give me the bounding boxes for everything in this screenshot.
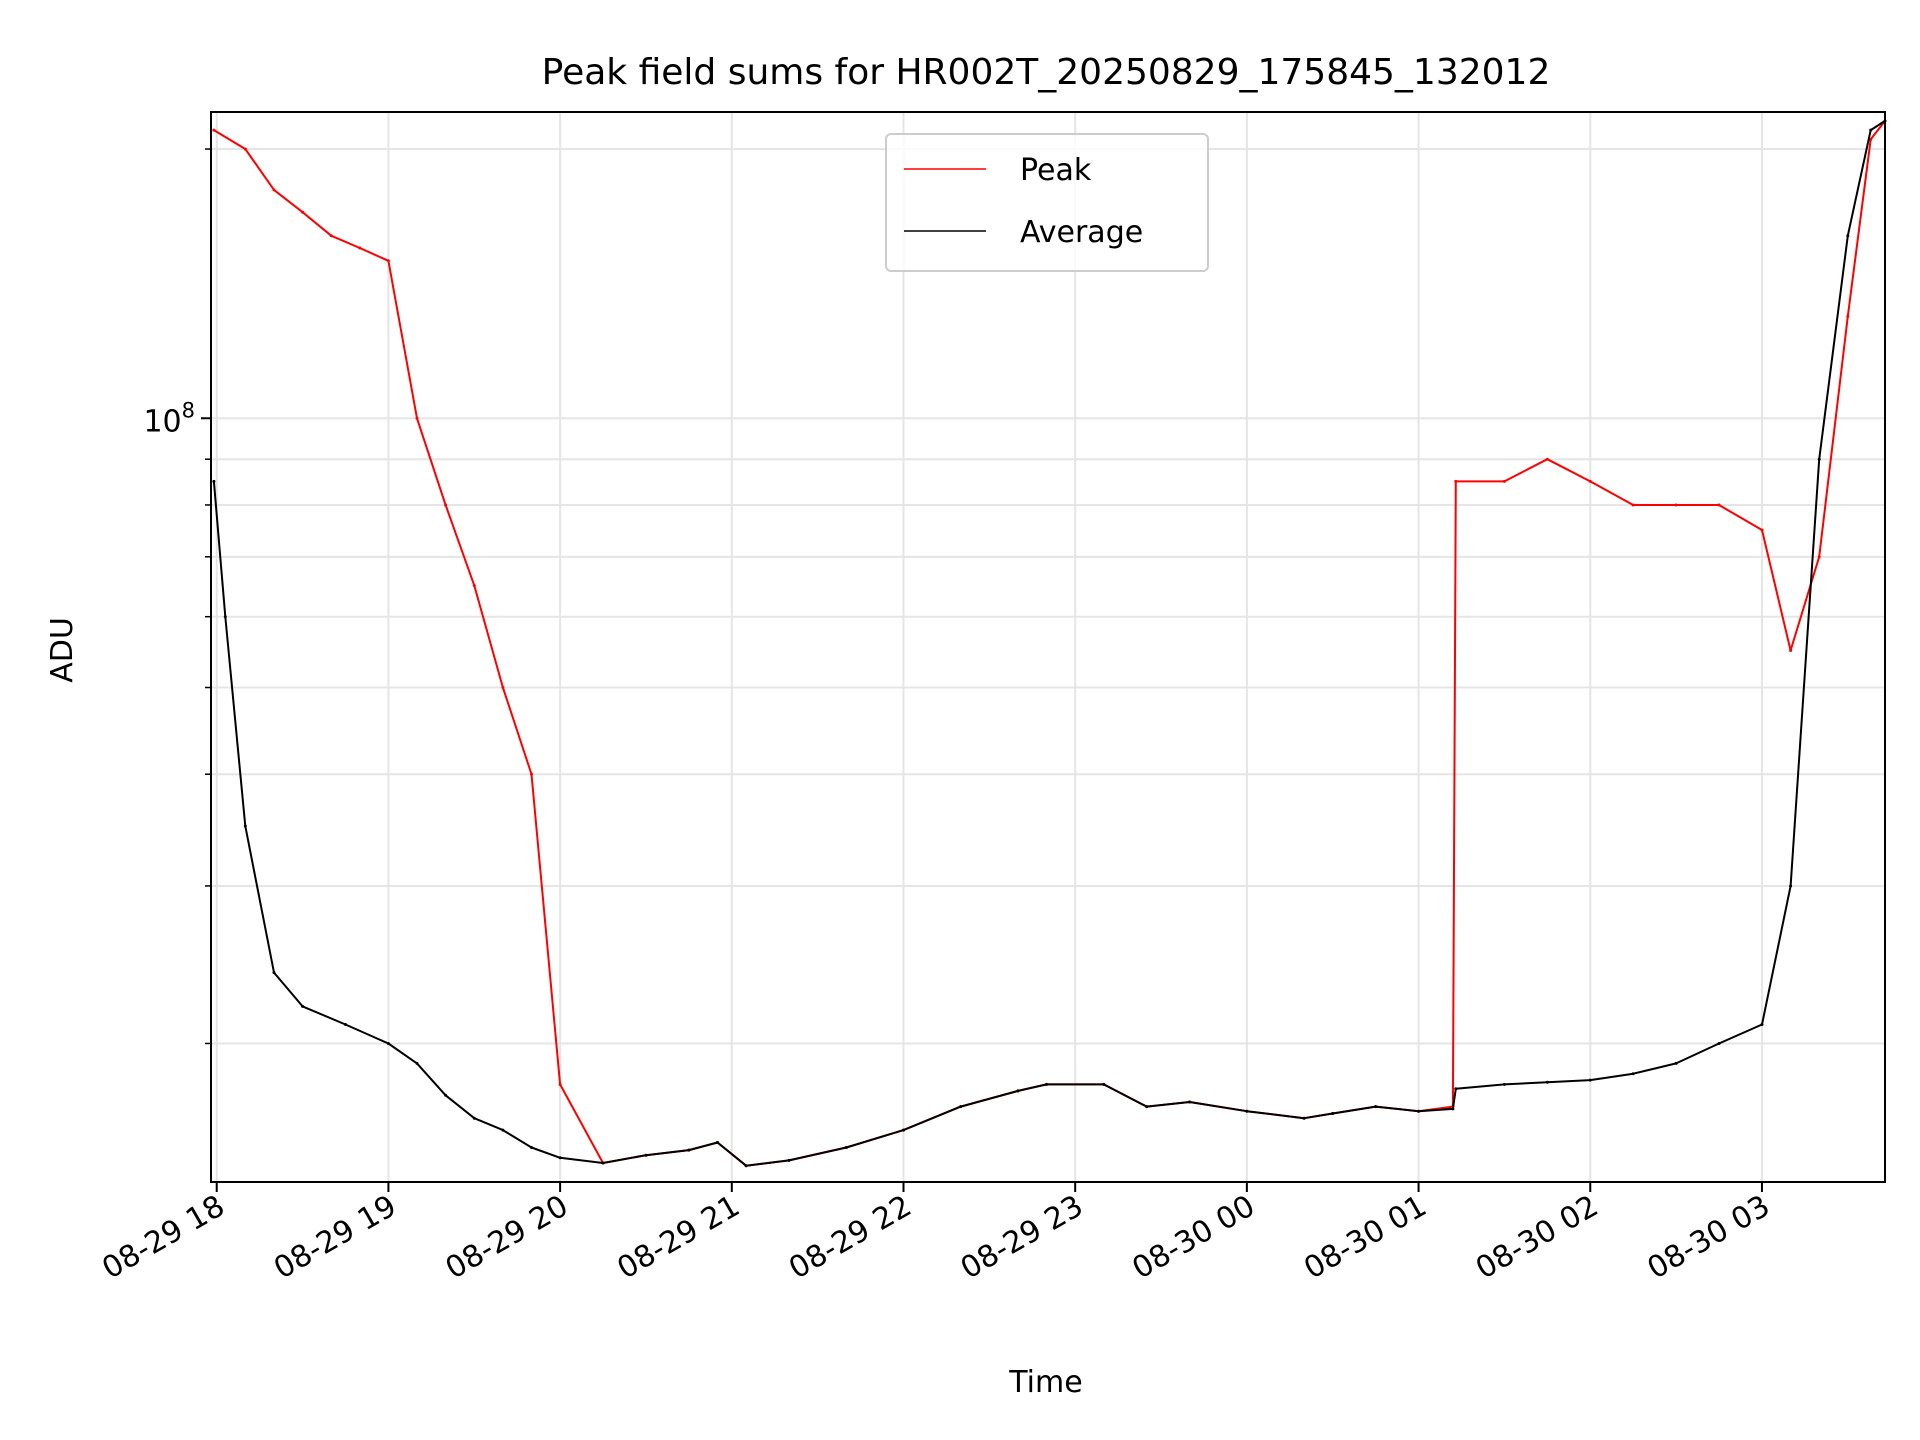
data-point-average xyxy=(344,1023,347,1026)
data-point-average xyxy=(415,1061,419,1065)
data-point-peak xyxy=(358,246,362,250)
data-point-average xyxy=(1145,1105,1149,1109)
chart-title: Peak field sums for HR002T_20250829_1758… xyxy=(542,52,1551,93)
data-point-average xyxy=(272,971,276,975)
data-point-peak xyxy=(501,686,505,689)
data-point-average xyxy=(716,1141,719,1144)
data-point-peak xyxy=(415,416,419,420)
data-point-peak xyxy=(1817,555,1821,559)
data-point-average xyxy=(223,615,227,619)
data-point-average xyxy=(1374,1105,1378,1109)
data-point-average xyxy=(1417,1109,1421,1113)
data-point-average xyxy=(212,479,216,483)
data-point-peak xyxy=(212,128,216,132)
legend-label-peak: Peak xyxy=(1020,153,1092,188)
data-point-peak xyxy=(1588,479,1592,483)
data-point-peak xyxy=(444,503,448,507)
data-point-average xyxy=(444,1093,448,1097)
data-point-peak xyxy=(329,234,333,238)
data-point-average xyxy=(1245,1109,1249,1113)
data-point-average xyxy=(1846,234,1850,238)
data-point-average xyxy=(1188,1100,1192,1104)
data-point-average xyxy=(472,1116,476,1120)
data-point-average xyxy=(744,1164,748,1168)
data-point-average xyxy=(501,1128,505,1132)
data-point-average xyxy=(1760,1023,1764,1026)
data-point-average xyxy=(902,1128,905,1132)
data-point-average xyxy=(687,1148,691,1152)
data-point-average xyxy=(1817,457,1821,461)
data-point-peak xyxy=(530,772,533,776)
data-point-peak xyxy=(1631,503,1635,507)
data-point-average xyxy=(1588,1078,1592,1082)
data-point-average xyxy=(1102,1082,1106,1086)
data-point-average xyxy=(1451,1107,1455,1111)
data-point-peak xyxy=(272,188,276,192)
data-point-peak xyxy=(1760,528,1764,532)
data-point-average xyxy=(1545,1080,1549,1084)
data-point-average xyxy=(1674,1061,1678,1065)
data-point-peak xyxy=(1502,479,1506,483)
data-point-average xyxy=(1045,1082,1049,1086)
data-point-average xyxy=(1869,128,1873,132)
data-point-peak xyxy=(243,147,247,151)
data-point-peak xyxy=(1846,314,1850,318)
y-axis-ticks: 108 xyxy=(143,148,211,1045)
y-tick-label: 108 xyxy=(143,398,195,439)
legend: Peak Average xyxy=(885,133,1209,272)
data-point-peak xyxy=(1545,457,1549,461)
data-point-average xyxy=(1302,1116,1306,1120)
data-point-average xyxy=(1631,1072,1635,1076)
data-point-average xyxy=(1016,1089,1020,1093)
data-point-average xyxy=(530,1146,533,1149)
data-point-average xyxy=(386,1042,390,1045)
data-point-average xyxy=(787,1158,791,1162)
data-point-peak xyxy=(1869,137,1873,141)
data-point-average xyxy=(243,824,247,828)
plot-area-frame xyxy=(210,111,1886,1183)
data-point-average xyxy=(1717,1042,1721,1045)
data-point-average xyxy=(558,1156,562,1160)
data-point-peak xyxy=(1674,503,1678,507)
data-point-peak xyxy=(1789,649,1793,652)
data-point-peak xyxy=(472,584,476,588)
data-point-average xyxy=(1789,884,1793,888)
legend-label-average: Average xyxy=(1020,215,1143,250)
data-point-average xyxy=(601,1161,605,1165)
data-point-average xyxy=(1331,1112,1335,1115)
data-point-peak xyxy=(558,1082,562,1086)
data-point-peak xyxy=(301,210,305,214)
data-point-average xyxy=(301,1004,305,1008)
data-point-average xyxy=(959,1105,963,1109)
data-point-average xyxy=(644,1153,648,1157)
y-axis-label: ADU xyxy=(45,617,80,683)
data-point-average xyxy=(1502,1082,1506,1086)
data-point-peak xyxy=(1454,479,1458,483)
data-point-peak xyxy=(386,259,390,263)
data-point-peak xyxy=(1717,503,1721,507)
data-point-average xyxy=(844,1146,848,1149)
series-line-average xyxy=(212,120,1886,1167)
x-axis-label: Time xyxy=(1008,1365,1082,1400)
data-point-average xyxy=(1454,1087,1458,1091)
